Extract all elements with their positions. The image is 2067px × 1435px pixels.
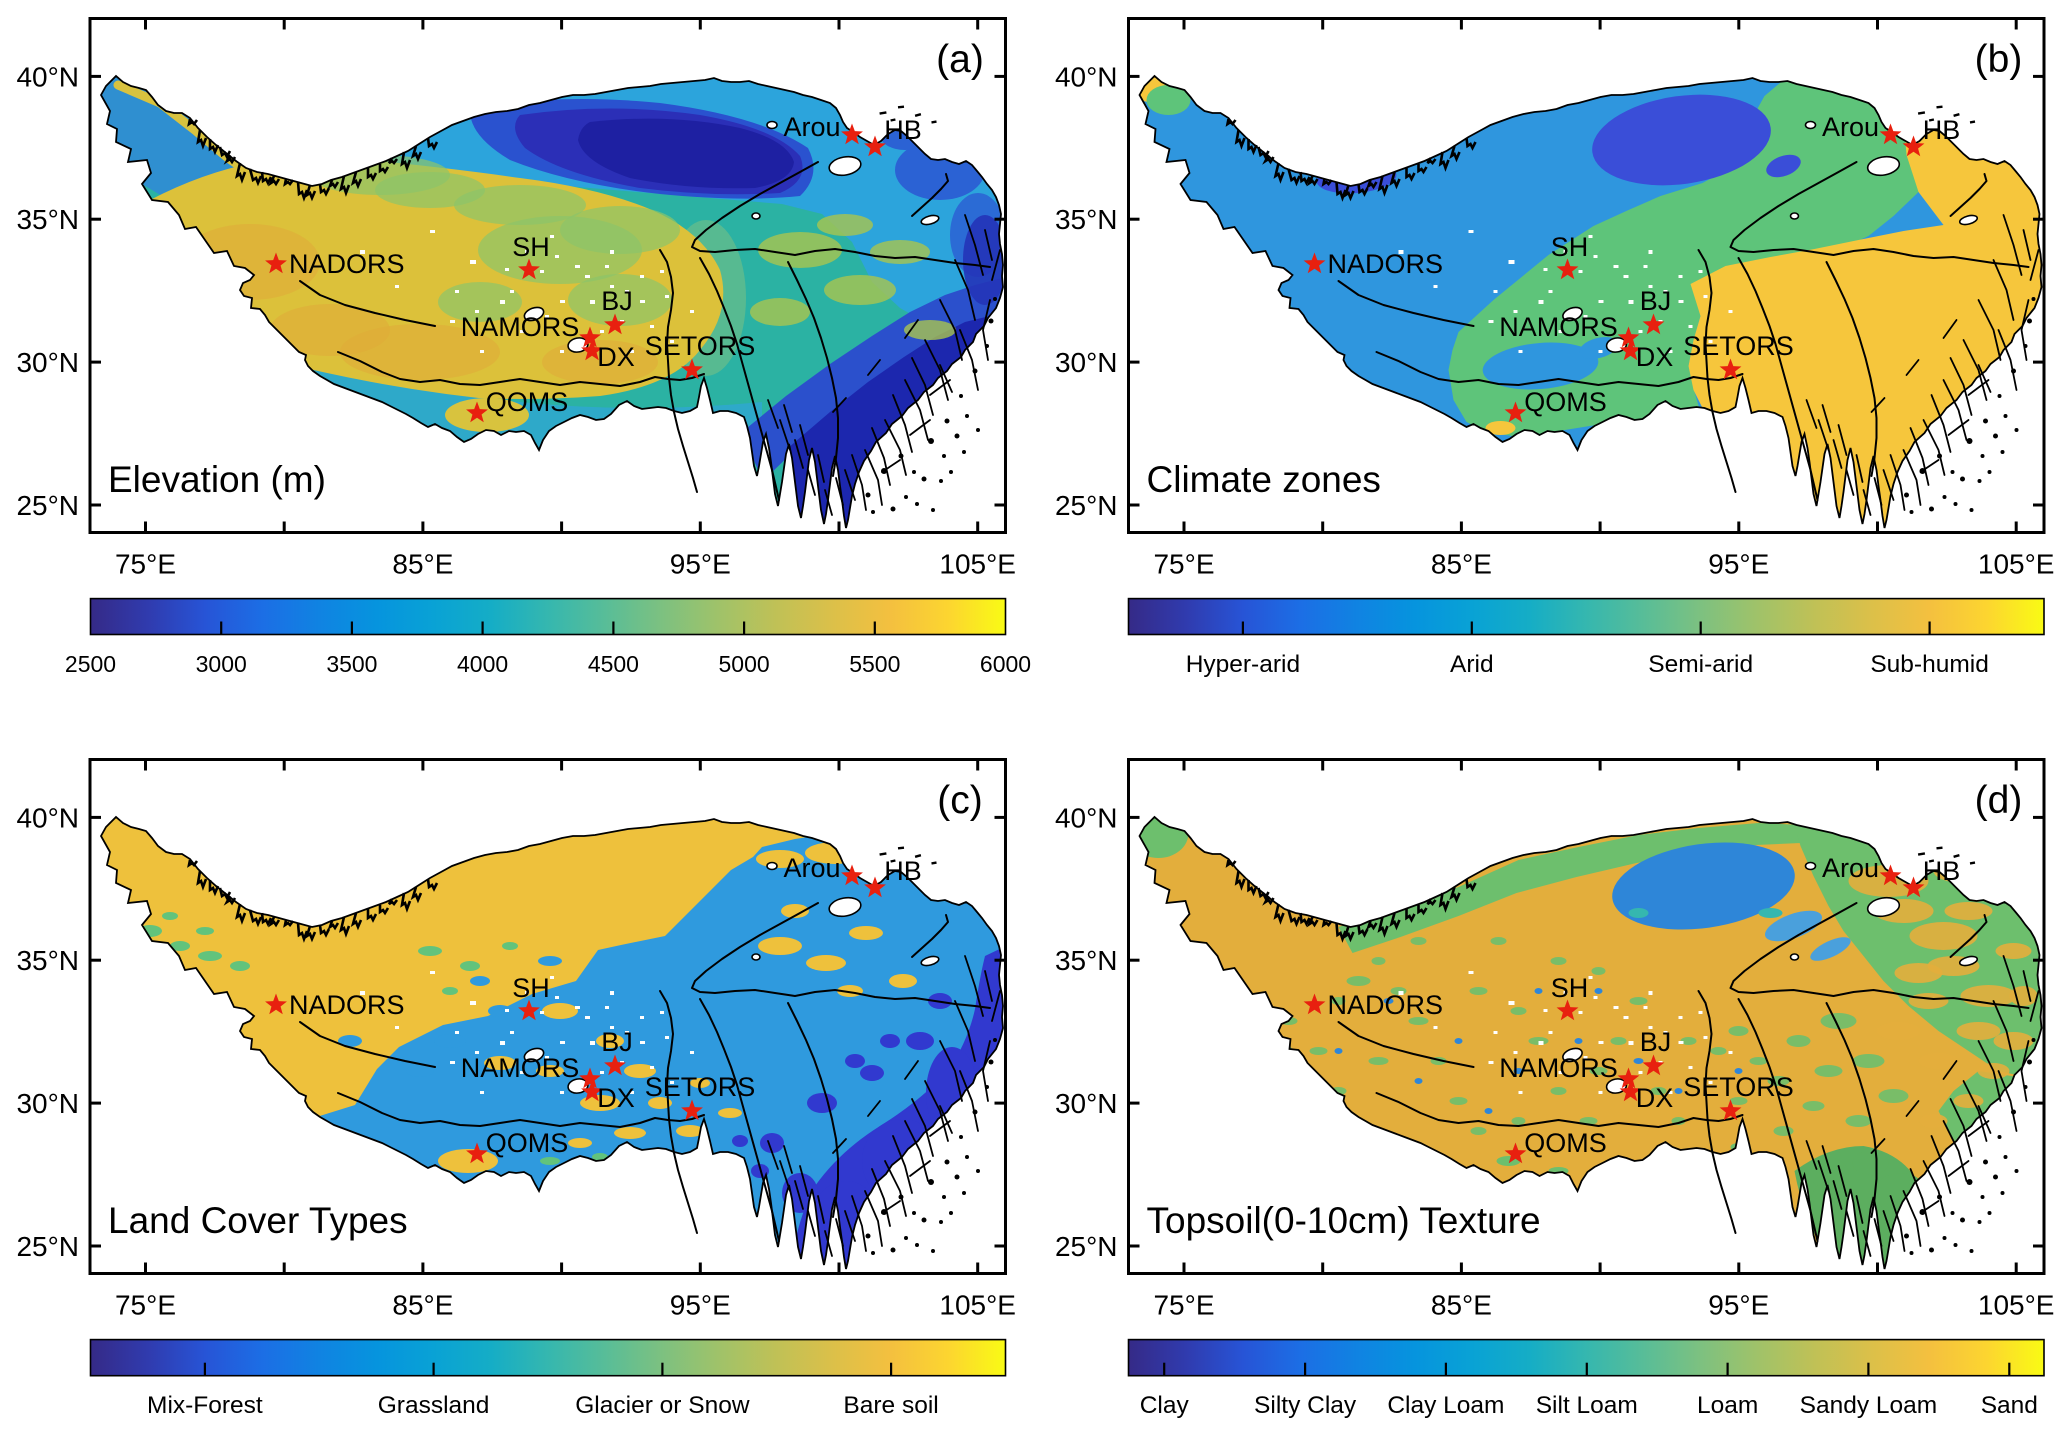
svg-text:4000: 4000 [457,651,508,677]
svg-text:Elevation (m): Elevation (m) [108,459,326,500]
svg-text:Clay: Clay [1140,1392,1190,1419]
svg-text:6000: 6000 [980,651,1031,677]
svg-text:105°E: 105°E [939,549,1016,580]
svg-text:30°N: 30°N [16,347,79,378]
svg-text:(d): (d) [1975,779,2023,822]
svg-text:Sandy Loam: Sandy Loam [1800,1392,1938,1419]
svg-text:Loam: Loam [1697,1392,1758,1419]
svg-text:Bare soil: Bare soil [843,1392,938,1419]
svg-text:85°E: 85°E [392,1290,453,1321]
svg-text:85°E: 85°E [392,549,453,580]
svg-text:75°E: 75°E [115,549,176,580]
svg-text:95°E: 95°E [670,1290,731,1321]
svg-text:25°N: 25°N [16,490,79,521]
svg-text:Sub-humid: Sub-humid [1870,651,1988,678]
svg-text:40°N: 40°N [1055,802,1118,833]
svg-text:30°N: 30°N [16,1088,79,1119]
svg-text:40°N: 40°N [1055,61,1118,92]
svg-text:25°N: 25°N [1055,490,1118,521]
svg-text:105°E: 105°E [1978,549,2055,580]
svg-text:105°E: 105°E [939,1290,1016,1321]
svg-text:(c): (c) [937,779,982,822]
svg-text:85°E: 85°E [1431,1290,1492,1321]
svg-text:Silty Clay: Silty Clay [1254,1392,1357,1419]
svg-text:30°N: 30°N [1055,347,1118,378]
svg-text:Topsoil(0-10cm) Texture: Topsoil(0-10cm) Texture [1147,1200,1541,1241]
svg-text:Glacier or Snow: Glacier or Snow [575,1392,750,1419]
svg-text:95°E: 95°E [1708,549,1769,580]
svg-text:25°N: 25°N [16,1231,79,1262]
svg-text:95°E: 95°E [1708,1290,1769,1321]
svg-text:Arid: Arid [1450,651,1494,678]
svg-text:Sand: Sand [1981,1392,2038,1419]
svg-text:2500: 2500 [65,651,116,677]
svg-text:5000: 5000 [719,651,770,677]
svg-text:95°E: 95°E [670,549,731,580]
svg-text:75°E: 75°E [115,1290,176,1321]
svg-text:40°N: 40°N [16,61,79,92]
svg-text:Land Cover Types: Land Cover Types [108,1200,408,1241]
svg-text:4500: 4500 [588,651,639,677]
svg-text:3500: 3500 [326,651,377,677]
svg-text:Hyper-arid: Hyper-arid [1186,651,1300,678]
svg-text:25°N: 25°N [1055,1231,1118,1262]
svg-text:Silt Loam: Silt Loam [1536,1392,1638,1419]
svg-text:35°N: 35°N [16,204,79,235]
svg-text:Grassland: Grassland [378,1392,490,1419]
svg-text:(a): (a) [936,38,984,81]
svg-text:85°E: 85°E [1431,549,1492,580]
svg-text:75°E: 75°E [1153,549,1214,580]
svg-text:30°N: 30°N [1055,1088,1118,1119]
svg-text:Mix-Forest: Mix-Forest [147,1392,263,1419]
svg-text:35°N: 35°N [1055,945,1118,976]
svg-text:Semi-arid: Semi-arid [1648,651,1753,678]
svg-text:Clay Loam: Clay Loam [1387,1392,1504,1419]
svg-text:40°N: 40°N [16,802,79,833]
svg-text:Climate zones: Climate zones [1147,459,1381,500]
svg-text:35°N: 35°N [1055,204,1118,235]
svg-text:35°N: 35°N [16,945,79,976]
svg-text:105°E: 105°E [1978,1290,2055,1321]
svg-text:(b): (b) [1975,38,2023,81]
svg-text:5500: 5500 [849,651,900,677]
svg-text:75°E: 75°E [1153,1290,1214,1321]
svg-text:3000: 3000 [196,651,247,677]
